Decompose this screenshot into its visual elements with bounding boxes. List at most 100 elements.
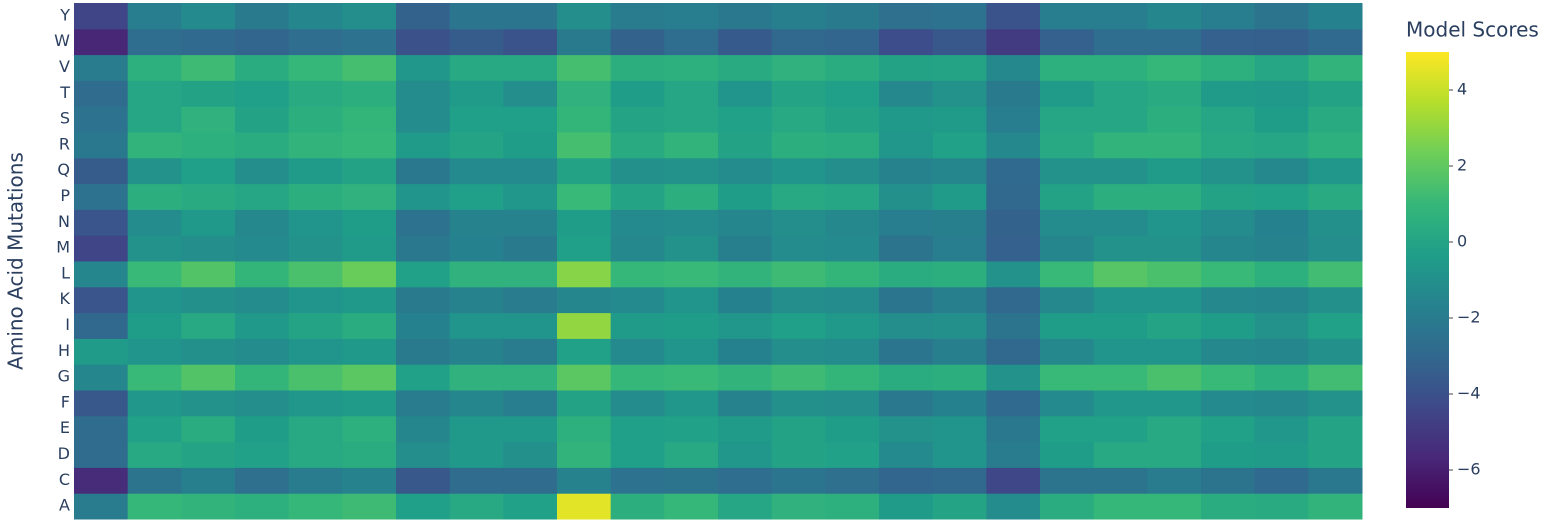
- heatmap-cell: [1254, 209, 1309, 236]
- colorbar-tick-label: −4: [1457, 384, 1481, 403]
- heatmap-cell: [664, 157, 719, 185]
- heatmap-cell: [1254, 286, 1309, 314]
- heatmap-cell: [503, 415, 558, 443]
- heatmap-cell: [825, 132, 880, 159]
- heatmap-cell: [1147, 235, 1202, 262]
- colorbar-tick-label: −2: [1457, 308, 1481, 327]
- heatmap-cell: [342, 54, 397, 81]
- heatmap-cell: [986, 3, 1041, 30]
- heatmap-cell: [771, 28, 826, 56]
- heatmap-cell: [396, 235, 451, 262]
- heatmap-cell: [503, 235, 558, 262]
- heatmap-cell: [127, 390, 182, 417]
- heatmap-cell: [879, 235, 934, 262]
- heatmap-cell: [664, 467, 719, 494]
- heatmap-cell: [74, 3, 129, 30]
- heatmap-cell: [986, 415, 1041, 443]
- heatmap-cell: [1308, 364, 1363, 391]
- heatmap-cell: [342, 493, 397, 520]
- heatmap-cell: [718, 467, 773, 494]
- heatmap-cell: [396, 261, 451, 288]
- heatmap-cell: [235, 286, 290, 314]
- heatmap-cell: [610, 106, 665, 133]
- heatmap-cell: [557, 390, 612, 417]
- heatmap-cell: [718, 286, 773, 314]
- heatmap-cell: [1254, 106, 1309, 133]
- heatmap-cell: [1308, 157, 1363, 185]
- y-tick-label: E: [60, 418, 70, 437]
- y-tick-label: F: [61, 392, 70, 411]
- heatmap-cell: [610, 3, 665, 30]
- heatmap-cell: [1040, 286, 1095, 314]
- heatmap-cell: [181, 493, 236, 520]
- heatmap-cell: [932, 80, 987, 107]
- heatmap-cell: [1147, 106, 1202, 133]
- heatmap-cell: [879, 364, 934, 391]
- heatmap-cell: [1201, 312, 1256, 339]
- heatmap-cell: [932, 28, 987, 56]
- heatmap-cell: [610, 312, 665, 339]
- heatmap-cell: [342, 235, 397, 262]
- heatmap-cell: [1147, 261, 1202, 288]
- heatmap-cell: [1308, 209, 1363, 236]
- heatmap-cell: [396, 183, 451, 210]
- heatmap-cell: [771, 235, 826, 262]
- heatmap-cell: [879, 390, 934, 417]
- heatmap-cell: [1254, 54, 1309, 81]
- heatmap-cell: [771, 54, 826, 81]
- heatmap-cell: [879, 3, 934, 30]
- heatmap-cell: [1201, 132, 1256, 159]
- heatmap-cell: [932, 415, 987, 443]
- heatmap-cell: [449, 286, 504, 314]
- heatmap-cell: [1093, 80, 1148, 107]
- heatmap-cell: [664, 441, 719, 468]
- heatmap-cell: [127, 80, 182, 107]
- heatmap-cell: [771, 441, 826, 468]
- heatmap-cell: [557, 338, 612, 365]
- heatmap-cell: [503, 132, 558, 159]
- heatmap-cell: [127, 106, 182, 133]
- heatmap-cell: [235, 80, 290, 107]
- heatmap-cell: [181, 467, 236, 494]
- heatmap-cell: [664, 312, 719, 339]
- heatmap-cell: [342, 183, 397, 210]
- heatmap-cell: [932, 441, 987, 468]
- heatmap-cell: [1308, 80, 1363, 107]
- heatmap-cell: [342, 286, 397, 314]
- heatmap-cell: [879, 80, 934, 107]
- heatmap-cell: [1254, 364, 1309, 391]
- heatmap-cell: [879, 493, 934, 520]
- heatmap-cell: [1147, 286, 1202, 314]
- heatmap-cell: [449, 183, 504, 210]
- heatmap-cell: [610, 209, 665, 236]
- heatmap-cell: [396, 157, 451, 185]
- heatmap-cell: [879, 312, 934, 339]
- heatmap-cell: [771, 183, 826, 210]
- heatmap-cell: [74, 132, 129, 159]
- colorbar-tick-label: 4: [1457, 80, 1467, 99]
- heatmap-cell: [986, 261, 1041, 288]
- heatmap-cell: [664, 364, 719, 391]
- heatmap-cell: [342, 261, 397, 288]
- heatmap-cell: [74, 390, 129, 417]
- heatmap-cell: [235, 390, 290, 417]
- heatmap-cell: [1201, 467, 1256, 494]
- heatmap-cell: [1040, 390, 1095, 417]
- heatmap-cell: [932, 261, 987, 288]
- heatmap-cell: [127, 235, 182, 262]
- heatmap-cell: [557, 261, 612, 288]
- heatmap-cell: [1040, 441, 1095, 468]
- heatmap-cell: [288, 364, 343, 391]
- heatmap-cell: [181, 3, 236, 30]
- y-tick-label: V: [59, 57, 70, 76]
- heatmap-cell: [718, 132, 773, 159]
- heatmap-cell: [1201, 80, 1256, 107]
- heatmap-cell: [718, 54, 773, 81]
- heatmap-cell: [449, 28, 504, 56]
- heatmap-cell: [557, 157, 612, 185]
- heatmap-cell: [825, 157, 880, 185]
- heatmap-cell: [1147, 364, 1202, 391]
- heatmap-cell: [932, 54, 987, 81]
- heatmap-cell: [449, 132, 504, 159]
